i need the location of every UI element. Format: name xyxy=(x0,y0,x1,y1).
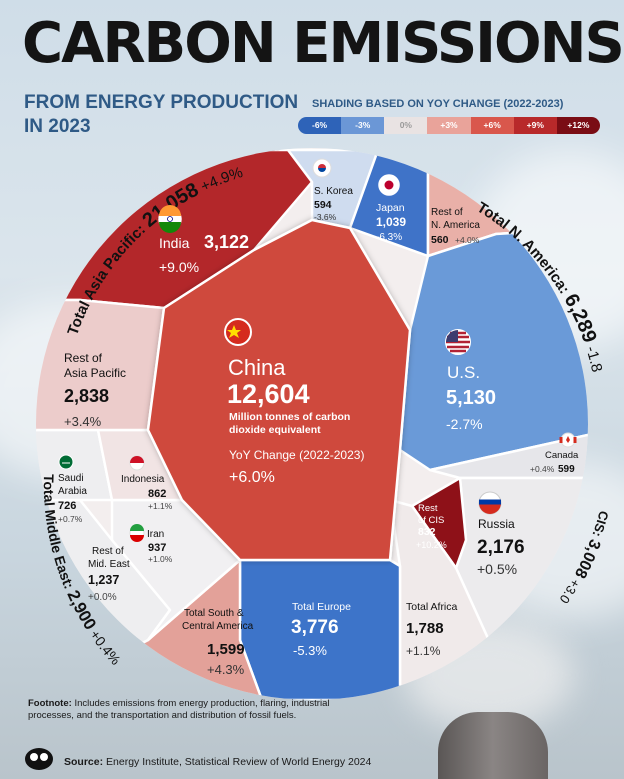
us-value: 5,130 xyxy=(446,387,496,409)
europe-value: 3,776 xyxy=(291,617,339,638)
rna-name-line2: N. America xyxy=(431,220,480,231)
europe-change: -5.3% xyxy=(293,643,327,658)
indonesia-name: Indonesia xyxy=(121,474,165,485)
china-value: 12,604 xyxy=(227,379,310,409)
legend-stop: +6% xyxy=(470,117,514,134)
smokestack xyxy=(438,712,548,779)
saudi-name-line1: Saudi xyxy=(58,473,84,484)
rme-change: +0.0% xyxy=(88,592,117,603)
legend-stop: +12% xyxy=(556,117,600,134)
rcis-name-line2: of CIS xyxy=(418,515,444,526)
cell-china xyxy=(146,218,412,562)
china-flag-icon xyxy=(224,318,252,346)
legend-stop: -6% xyxy=(298,117,342,134)
china-unit-line2: dioxide equivalent xyxy=(229,424,321,436)
footnote-text: Includes emissions from energy productio… xyxy=(28,698,330,721)
legend-stop: +3% xyxy=(427,117,471,134)
india-flag-icon xyxy=(158,205,182,233)
sca-change: +4.3% xyxy=(207,662,245,677)
rcis-change: +10.2% xyxy=(416,540,447,550)
source-text: Energy Institute, Statistical Review of … xyxy=(106,756,372,768)
india-value: 3,122 xyxy=(204,232,249,252)
rna-name-line1: Rest of xyxy=(431,207,463,218)
footnote: Footnote: Includes emissions from energy… xyxy=(28,698,358,722)
saudi-change: +0.7% xyxy=(58,514,83,524)
rap-name-line1: Rest of xyxy=(64,351,103,365)
japan-value: 1,039 xyxy=(376,215,406,229)
us-change: -2.7% xyxy=(446,416,483,432)
russia-name: Russia xyxy=(478,517,515,531)
korea-change: -3.6% xyxy=(314,212,337,222)
saudi-value: 726 xyxy=(58,500,76,512)
canada-value: 599 xyxy=(558,464,575,475)
japan-change: -6.3% xyxy=(376,232,402,243)
us-name: U.S. xyxy=(447,363,480,382)
russia-flag-icon xyxy=(478,491,502,515)
rcis-name-line1: Rest xyxy=(418,503,438,514)
india-name: India xyxy=(159,235,190,251)
saudi-name-line2: Arabia xyxy=(58,486,87,497)
japan-name: Japan xyxy=(376,202,405,214)
footnote-label: Footnote: xyxy=(28,698,72,709)
africa-value: 1,788 xyxy=(406,620,444,637)
cell-russia xyxy=(454,476,588,700)
russia-value: 2,176 xyxy=(477,537,525,558)
rap-name-line2: Asia Pacific xyxy=(64,366,126,380)
china-name: China xyxy=(228,355,286,380)
indonesia-value: 862 xyxy=(148,488,166,500)
korea-value: 594 xyxy=(314,199,332,211)
canada-flag-icon xyxy=(559,432,577,448)
china-change: +6.0% xyxy=(229,469,275,486)
korea-name: S. Korea xyxy=(314,186,353,197)
legend-stop: 0% xyxy=(384,117,428,134)
india-change: +9.0% xyxy=(159,259,199,275)
europe-name: Total Europe xyxy=(292,601,351,613)
page-title: CARBON EMISSIONS xyxy=(22,11,624,76)
canada-change: +0.4% xyxy=(530,464,555,474)
russia-change: +0.5% xyxy=(477,561,517,577)
rna-change: +4.0% xyxy=(455,235,480,245)
subtitle-line2: IN 2023 xyxy=(24,116,91,137)
rap-change: +3.4% xyxy=(64,414,102,429)
china-unit-line1: Million tonnes of carbon xyxy=(229,411,350,423)
rme-name-line1: Rest of xyxy=(92,546,124,557)
rcis-value: 832 xyxy=(418,526,436,538)
iran-flag-icon xyxy=(129,524,145,542)
subtitle-line1: FROM ENERGY PRODUCTION xyxy=(24,92,299,113)
iran-value: 937 xyxy=(148,542,166,554)
legend-stop: +9% xyxy=(513,117,557,134)
source-line: Source: Energy Institute, Statistical Re… xyxy=(64,756,371,768)
africa-name: Total Africa xyxy=(406,601,458,613)
sca-name-line2: Central America xyxy=(182,621,254,632)
rme-value: 1,237 xyxy=(88,573,119,587)
china-yoy-label: YoY Change (2022-2023) xyxy=(229,448,364,462)
indonesia-flag-icon xyxy=(129,455,145,471)
sca-name-line1: Total South & xyxy=(184,608,244,619)
rna-value: 560 xyxy=(431,234,449,246)
korea-flag-icon xyxy=(312,158,332,178)
cell-us xyxy=(398,228,588,472)
legend-stop: -3% xyxy=(341,117,385,134)
rap-value: 2,838 xyxy=(64,386,109,406)
canada-name: Canada xyxy=(545,450,579,461)
africa-change: +1.1% xyxy=(406,644,441,658)
cell-rap xyxy=(36,298,166,432)
indonesia-change: +1.1% xyxy=(148,501,173,511)
color-legend: -6% -3% 0% +3% +6% +9% +12% xyxy=(298,117,600,134)
us-flag-icon xyxy=(445,329,471,355)
rme-name-line2: Mid. East xyxy=(88,559,130,570)
iran-change: +1.0% xyxy=(148,554,173,564)
publisher-logo-icon xyxy=(25,748,53,770)
sca-value: 1,599 xyxy=(207,641,245,658)
japan-flag-icon xyxy=(378,174,400,196)
source-label: Source: xyxy=(64,756,104,768)
saudi-flag-icon xyxy=(58,454,74,470)
legend-title: SHADING BASED ON YOY CHANGE (2022-2023) xyxy=(312,98,564,110)
iran-name: Iran xyxy=(147,529,164,540)
